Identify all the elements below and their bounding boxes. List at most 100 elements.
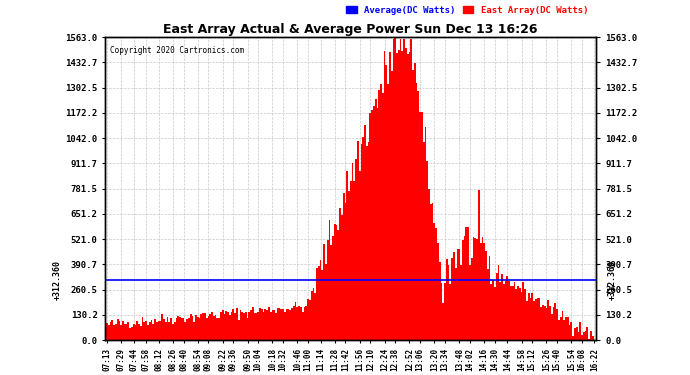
Bar bbox=[250, 310, 252, 340]
Bar bbox=[289, 310, 291, 340]
Bar bbox=[137, 321, 138, 340]
Bar bbox=[341, 215, 343, 340]
Bar bbox=[325, 264, 327, 340]
Bar bbox=[444, 283, 446, 340]
Bar bbox=[209, 314, 211, 340]
Bar bbox=[233, 309, 234, 340]
Bar bbox=[495, 273, 497, 340]
Bar bbox=[128, 322, 129, 340]
Bar bbox=[126, 324, 128, 340]
Bar bbox=[378, 90, 380, 340]
Bar bbox=[304, 307, 306, 340]
Bar bbox=[190, 314, 192, 340]
Bar bbox=[161, 314, 163, 340]
Bar bbox=[277, 308, 279, 340]
Bar bbox=[565, 317, 567, 340]
Bar bbox=[306, 306, 307, 340]
Bar bbox=[286, 309, 288, 340]
Bar bbox=[175, 318, 177, 340]
Bar bbox=[578, 332, 580, 340]
Bar bbox=[491, 284, 492, 340]
Bar bbox=[346, 171, 348, 340]
Bar bbox=[343, 194, 344, 340]
Bar bbox=[583, 332, 584, 340]
Bar bbox=[154, 319, 156, 340]
Bar bbox=[590, 331, 592, 340]
Bar bbox=[129, 328, 131, 340]
Bar bbox=[522, 282, 524, 340]
Bar bbox=[221, 310, 224, 340]
Bar bbox=[515, 289, 517, 340]
Bar bbox=[344, 203, 346, 340]
Bar bbox=[558, 320, 560, 340]
Bar bbox=[560, 317, 562, 340]
Bar bbox=[455, 268, 457, 340]
Bar bbox=[408, 51, 411, 340]
Bar bbox=[120, 324, 122, 340]
Bar bbox=[204, 313, 206, 340]
Bar bbox=[386, 65, 387, 340]
Bar bbox=[567, 317, 569, 340]
Bar bbox=[402, 51, 403, 340]
Bar bbox=[415, 82, 417, 340]
Bar bbox=[152, 324, 154, 340]
Bar bbox=[531, 293, 533, 340]
Bar bbox=[141, 317, 144, 340]
Bar bbox=[377, 108, 378, 340]
Bar bbox=[423, 142, 424, 340]
Bar bbox=[542, 304, 544, 340]
Bar bbox=[555, 303, 556, 340]
Bar bbox=[112, 320, 113, 340]
Bar bbox=[420, 112, 421, 340]
Bar bbox=[264, 309, 266, 340]
Bar bbox=[322, 270, 323, 340]
Bar bbox=[524, 289, 526, 340]
Bar bbox=[482, 237, 483, 340]
Bar bbox=[257, 312, 259, 340]
Bar bbox=[460, 265, 462, 340]
Bar bbox=[135, 325, 137, 340]
Bar bbox=[110, 322, 112, 340]
Bar bbox=[179, 317, 181, 340]
Bar bbox=[239, 310, 241, 340]
Bar bbox=[446, 259, 448, 340]
Bar bbox=[442, 303, 444, 340]
Bar bbox=[273, 310, 275, 340]
Bar bbox=[236, 308, 238, 340]
Bar bbox=[181, 318, 183, 340]
Bar bbox=[313, 288, 314, 340]
Bar bbox=[348, 192, 350, 340]
Bar bbox=[510, 286, 512, 340]
Bar bbox=[362, 137, 364, 340]
Bar bbox=[387, 84, 389, 340]
Bar bbox=[391, 71, 393, 340]
Bar bbox=[417, 91, 420, 340]
Bar bbox=[489, 256, 491, 340]
Bar bbox=[375, 99, 377, 340]
Bar bbox=[206, 318, 208, 340]
Bar bbox=[140, 326, 141, 340]
Bar bbox=[476, 239, 478, 340]
Bar bbox=[361, 144, 362, 340]
Bar bbox=[373, 105, 375, 340]
Bar bbox=[247, 318, 248, 340]
Bar bbox=[382, 93, 384, 340]
Bar bbox=[227, 312, 229, 340]
Bar bbox=[412, 70, 414, 340]
Bar bbox=[259, 308, 261, 340]
Bar bbox=[184, 322, 186, 340]
Bar bbox=[252, 307, 254, 340]
Bar bbox=[540, 307, 542, 340]
Bar bbox=[293, 306, 295, 340]
Bar bbox=[411, 39, 412, 340]
Bar bbox=[248, 312, 250, 340]
Bar bbox=[272, 310, 273, 340]
Bar bbox=[368, 142, 369, 340]
Bar bbox=[509, 281, 510, 340]
Bar bbox=[331, 245, 332, 340]
Bar bbox=[572, 336, 574, 340]
Bar bbox=[119, 321, 120, 340]
Bar bbox=[174, 322, 175, 340]
Bar bbox=[211, 312, 213, 340]
Bar bbox=[168, 322, 170, 340]
